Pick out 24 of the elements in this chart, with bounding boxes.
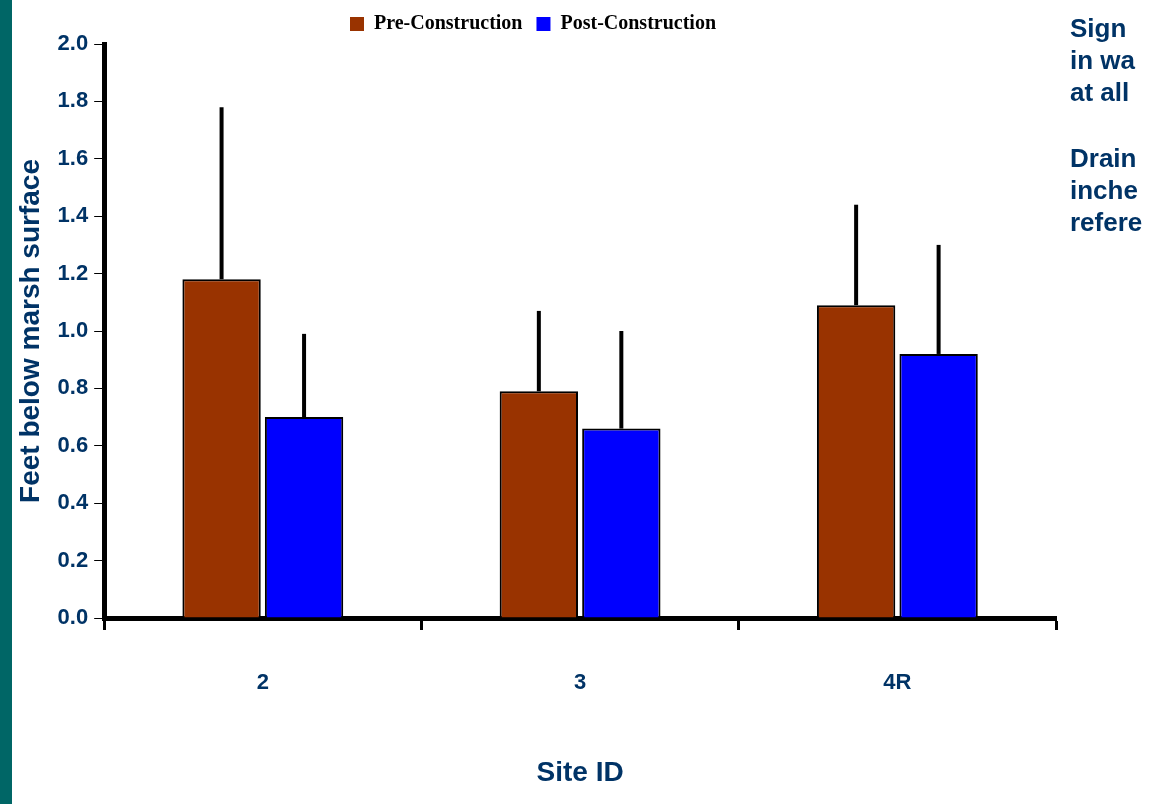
y-tick-label: 0.6 [57,431,89,457]
y-tick-label: 1.4 [57,202,89,228]
text: at all [1070,77,1130,108]
x-axis-title: Site ID [536,755,624,787]
y-axis-title: Feet below marsh surface [13,159,45,503]
x-tick-label: 4R [883,669,912,695]
text: in wa [1070,45,1136,76]
text: Drain [1070,143,1137,174]
legend-label: Pre-Construction [373,11,523,34]
x-tick-label: 2 [256,669,269,695]
y-tick-label: 2.0 [57,30,89,56]
y-tick-label: 0.2 [57,546,89,572]
y-tick-label: 0.0 [57,604,89,630]
y-tick-label: 0.8 [57,374,89,400]
y-tick-label: 1.8 [57,87,89,113]
legend-label: Post-Construction [560,11,717,34]
y-tick-label: 0.4 [57,489,89,515]
text: refere [1070,207,1143,238]
y-tick-label: 1.6 [57,144,89,170]
y-tick-label: 1.2 [57,259,89,285]
text: Sign [1070,13,1127,44]
x-tick-label: 3 [573,669,587,695]
text: inche [1070,175,1138,206]
y-tick-label: 1.0 [57,317,89,343]
